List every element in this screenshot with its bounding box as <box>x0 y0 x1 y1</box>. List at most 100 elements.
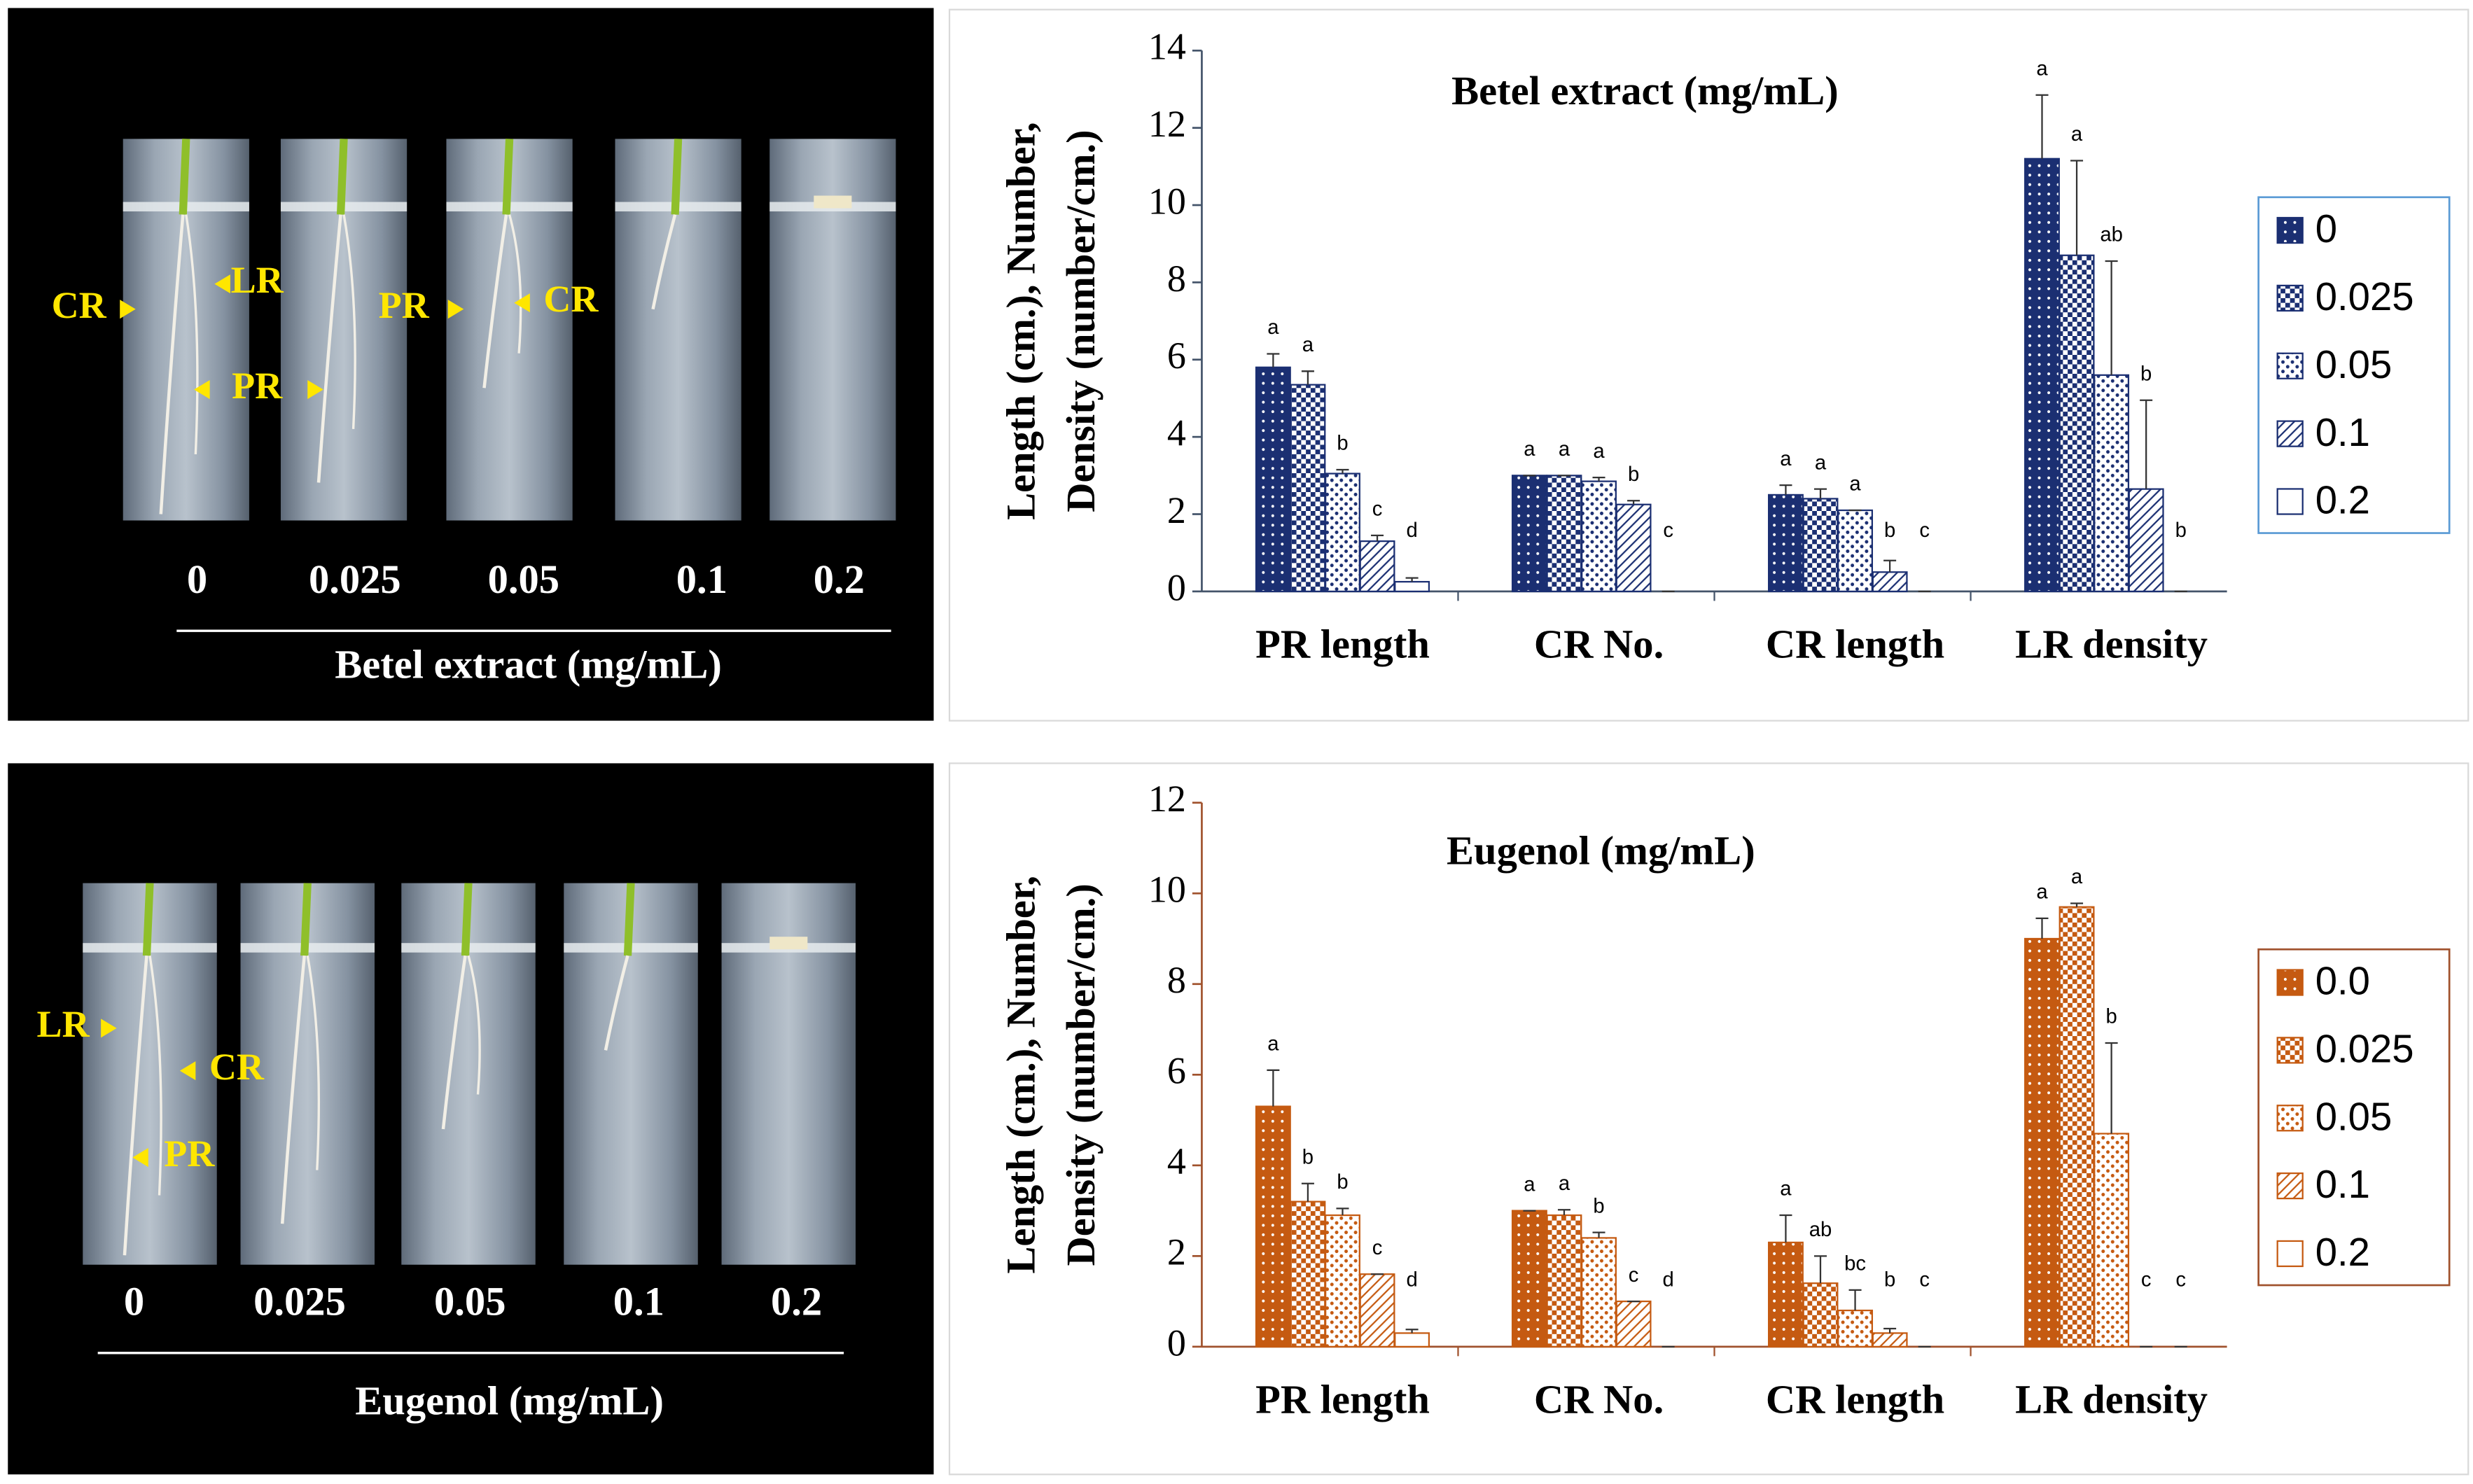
legend-label: 0.05 <box>2315 342 2392 386</box>
seed <box>814 195 852 209</box>
bar <box>2058 906 2095 1348</box>
error-bar <box>1592 1231 1605 1238</box>
bar <box>1767 493 1804 593</box>
y-axis-label: Density (number/cm.) <box>1058 883 1103 1266</box>
legend-swatch <box>2276 488 2304 515</box>
significance-letter: b <box>1884 519 1895 542</box>
concentration-label: 0.2 <box>771 1279 822 1324</box>
category-label: PR length <box>1255 1376 1430 1422</box>
legend-swatch <box>2276 216 2304 244</box>
legend-label: 0.05 <box>2315 1094 2392 1138</box>
error-bar <box>2070 902 2084 907</box>
bar <box>2058 254 2095 593</box>
chart-title: Betel extract (mg/mL) <box>1451 68 1839 113</box>
category-label: PR length <box>1255 621 1430 666</box>
marker-arrow <box>132 1148 148 1168</box>
marker-arrow <box>514 293 530 313</box>
legend-label: 0.1 <box>2315 1162 2370 1206</box>
bar <box>1546 1214 1582 1348</box>
bar <box>1325 472 1360 593</box>
root-marker-label: PR <box>232 365 283 407</box>
significance-letter: b <box>1593 1194 1604 1217</box>
y-axis-label: Length (cm.), Number, <box>998 876 1044 1274</box>
error-bar <box>1336 1208 1349 1216</box>
root-marker-label: PR <box>164 1133 215 1175</box>
significance-letter: a <box>1559 438 1570 461</box>
root <box>280 955 306 1224</box>
significance-letter: ab <box>1809 1218 1832 1241</box>
significance-letter: b <box>1628 463 1639 486</box>
seedling-shoot <box>179 139 190 215</box>
error-bar <box>1405 1329 1419 1334</box>
bar <box>2094 374 2130 593</box>
root-marker-label: LR <box>231 259 284 301</box>
bar <box>1394 1332 1430 1348</box>
y-tick-label: 2 <box>1167 489 1186 531</box>
y-tick-label: 4 <box>1167 1140 1186 1182</box>
bar <box>1511 1210 1547 1348</box>
error-bar <box>1848 1289 1862 1311</box>
legend-swatch <box>2276 1105 2304 1132</box>
bar <box>1802 498 1839 593</box>
photo-caption: Eugenol (mg/mL) <box>355 1378 664 1424</box>
legend-label: 0.025 <box>2315 1027 2414 1071</box>
category-label: CR No. <box>1534 621 1664 666</box>
bar <box>1546 475 1582 593</box>
error-bar <box>1267 353 1280 368</box>
error-bar <box>2105 260 2118 375</box>
bar <box>1359 1273 1395 1348</box>
root-marker-label: PR <box>379 284 430 326</box>
concentration-label: 0.1 <box>613 1279 664 1324</box>
error-bar <box>2140 399 2153 489</box>
marker-arrow <box>179 1061 196 1081</box>
category-label: CR length <box>1766 621 1944 666</box>
significance-letter: d <box>1662 1268 1673 1291</box>
root-marker-label: LR <box>37 1003 90 1045</box>
marker-arrow <box>447 300 464 319</box>
marker-arrow <box>101 1018 117 1038</box>
significance-letter: a <box>1524 438 1535 461</box>
root <box>441 955 467 1130</box>
significance-letter: c <box>1919 519 1930 542</box>
significance-letter: b <box>1884 1268 1895 1291</box>
category-label: LR density <box>2015 621 2208 666</box>
root <box>159 214 185 514</box>
error-bar <box>2035 94 2049 159</box>
significance-letter: d <box>1406 1268 1417 1291</box>
y-tick-label: 6 <box>1167 1050 1186 1092</box>
error-bar <box>1883 559 1897 573</box>
legend-label: 0 <box>2315 206 2337 251</box>
root <box>316 214 342 483</box>
bar <box>1767 1241 1804 1348</box>
y-tick-label: 14 <box>1148 26 1186 68</box>
significance-letter: b <box>1302 1145 1314 1168</box>
bar <box>2024 158 2060 593</box>
y-axis-label: Length (cm.), Number, <box>998 122 1044 520</box>
error-bar <box>1627 500 1640 505</box>
bar <box>2128 488 2164 593</box>
root-marker-label: CR <box>52 284 107 326</box>
y-tick-label: 8 <box>1167 258 1186 300</box>
significance-letter: b <box>2105 1005 2117 1028</box>
error-bar <box>1267 1069 1280 1107</box>
legend-label: 0.025 <box>2315 274 2414 318</box>
seedling-shoot <box>142 883 154 956</box>
bar <box>1394 580 1430 593</box>
bar <box>1581 1237 1617 1348</box>
root <box>508 214 522 354</box>
bar <box>1255 366 1291 593</box>
significance-letter: c <box>1372 1236 1383 1259</box>
root <box>651 214 677 310</box>
error-bar <box>1813 488 1827 499</box>
significance-letter: a <box>1780 447 1792 470</box>
bar <box>2024 937 2060 1348</box>
bar <box>1359 540 1395 593</box>
category-label: LR density <box>2015 1376 2208 1422</box>
bar <box>1325 1214 1360 1348</box>
error-bar <box>1557 1209 1570 1216</box>
significance-letter: c <box>1629 1264 1639 1287</box>
significance-letter: a <box>1815 451 1827 474</box>
legend-swatch <box>2276 284 2304 312</box>
significance-letter: a <box>2071 865 2083 888</box>
legend-swatch <box>2276 1172 2304 1200</box>
